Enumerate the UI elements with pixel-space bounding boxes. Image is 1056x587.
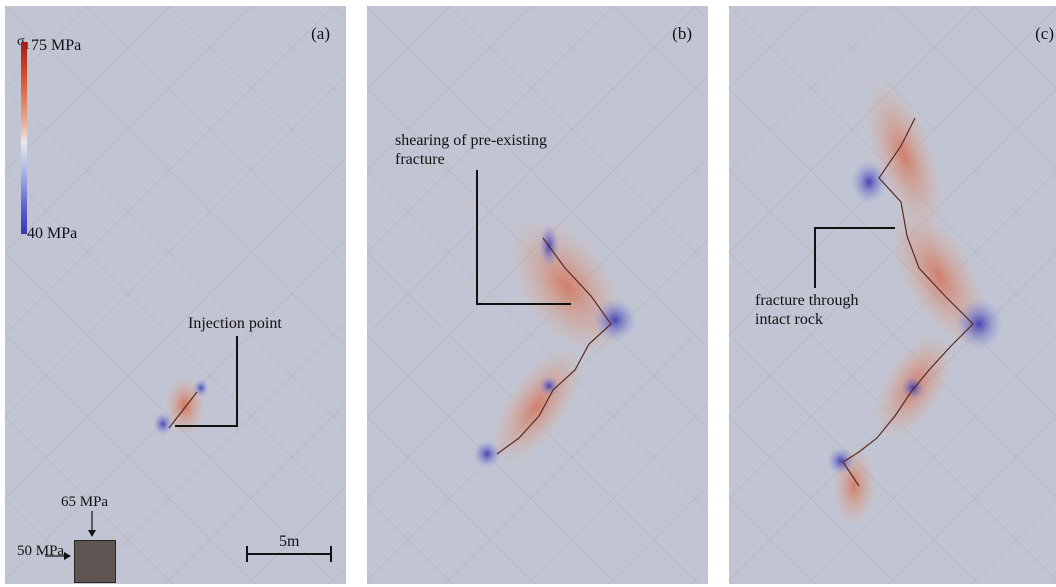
load-arrows: [45, 511, 96, 560]
shearing-label-line1: shearing of pre-existing: [395, 132, 547, 149]
shearing-label-line2: fracture: [395, 151, 445, 168]
intact-rock-leader-line: [814, 227, 895, 288]
intact-rock-label-line2: intact rock: [755, 311, 823, 328]
panel-b: (b) shearing of pre-existing fracture: [367, 6, 708, 584]
shearing-leader-line: [476, 170, 571, 305]
injection-point-label: Injection point: [188, 315, 282, 332]
scale-bar-label: 5m: [279, 533, 300, 550]
colorbar-max-label: 75 MPa: [31, 37, 82, 54]
stress-field-map-c: [729, 6, 1056, 584]
colorbar-min-label: 40 MPa: [27, 225, 78, 242]
panel-label: (b): [672, 24, 692, 43]
rock-sample-block: [74, 540, 116, 583]
stress-field-map-a: [5, 6, 346, 584]
colorbar: [21, 42, 27, 234]
intact-rock-label-line1: fracture through: [755, 292, 859, 309]
stress-field-map-b: [367, 6, 708, 584]
panel-c: (c) fracture through intact rock: [729, 6, 1056, 584]
panel-label: (c): [1035, 24, 1054, 43]
injection-point-leader-line: [175, 336, 238, 427]
vertical-load-label: 65 MPa: [61, 494, 109, 510]
colorbar-title: σ1: [17, 34, 30, 52]
horizontal-load-label: 50 MPa: [17, 543, 65, 559]
intact-rock-label: fracture through intact rock: [755, 291, 859, 329]
panel-label: (a): [311, 24, 330, 43]
shearing-label: shearing of pre-existing fracture: [395, 131, 547, 169]
scale-bar: [246, 546, 332, 562]
panel-a: (a) σ1 75 MPa 40 MPa Injection point 65 …: [5, 6, 346, 584]
